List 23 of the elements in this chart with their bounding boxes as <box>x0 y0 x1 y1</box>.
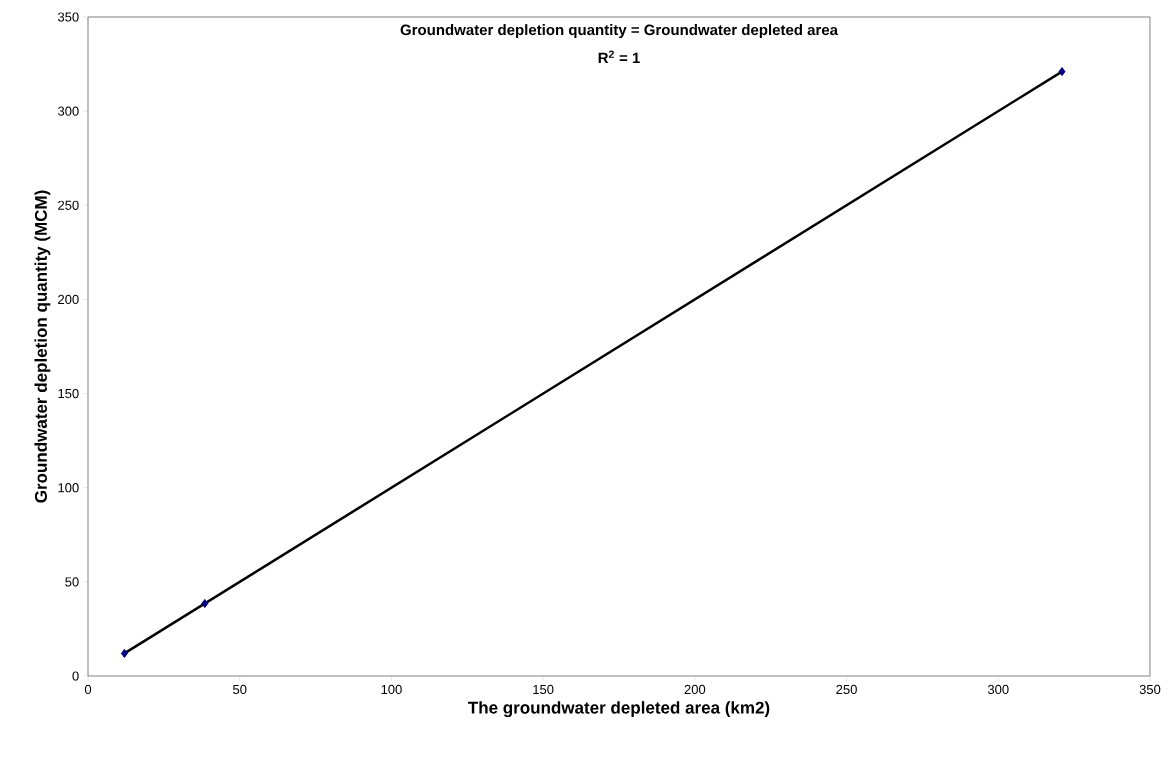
y-tick-label: 0 <box>72 671 79 681</box>
x-tick-label: 350 <box>1139 684 1161 695</box>
x-tick-label: 300 <box>987 684 1009 695</box>
x-tick-label: 100 <box>381 684 402 695</box>
annotation: R$^{2}$ = 1 <box>598 50 640 64</box>
y-tick-label: 150 <box>58 388 79 399</box>
y-tick-label: 50 <box>65 577 79 587</box>
y-tick-label: 200 <box>58 294 79 305</box>
x-tick-label: 50 <box>233 684 247 695</box>
x-tick-label: 250 <box>836 684 857 695</box>
y-tick-label: 100 <box>58 483 79 493</box>
x-tick-label: 150 <box>533 684 554 695</box>
y-tick-label: 300 <box>57 106 79 116</box>
point <box>120 648 128 658</box>
y-tick-label: 250 <box>58 200 79 210</box>
point <box>1058 67 1066 77</box>
y-tick-label: 350 <box>57 12 79 22</box>
x-axis-title: The groundwater depleted area (km2) <box>468 701 770 718</box>
annotation: Groundwater depletion quantity = Groundwater depleted area <box>400 24 839 39</box>
point <box>201 599 209 608</box>
y-axis-title: Groundwater depletion quantity (MCM) <box>34 190 51 503</box>
x-tick-label: 200 <box>684 684 706 695</box>
x-tick-label: 0 <box>84 684 92 695</box>
